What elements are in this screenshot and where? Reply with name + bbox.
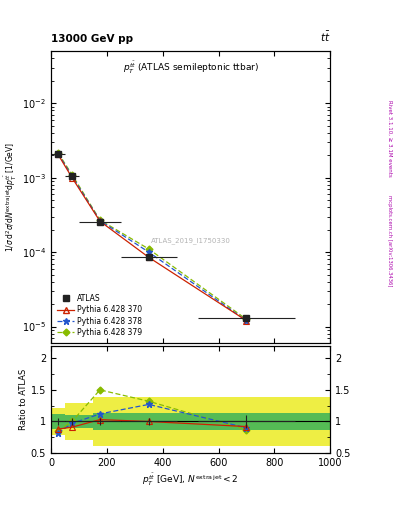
Legend: ATLAS, Pythia 6.428 370, Pythia 6.428 378, Pythia 6.428 379: ATLAS, Pythia 6.428 370, Pythia 6.428 37… — [55, 292, 145, 339]
Text: $p_T^{t\bar{t}}$ (ATLAS semileptonic ttbar): $p_T^{t\bar{t}}$ (ATLAS semileptonic ttb… — [123, 60, 259, 76]
Pythia 6.428 370 — [147, 254, 151, 261]
Pythia 6.428 370 — [244, 317, 249, 324]
Pythia 6.428 379 — [244, 316, 249, 323]
Pythia 6.428 379 — [97, 217, 102, 223]
Line: Pythia 6.428 370: Pythia 6.428 370 — [55, 152, 249, 324]
Line: Pythia 6.428 379: Pythia 6.428 379 — [56, 151, 249, 322]
Y-axis label: $1/\sigma\,\mathrm{d}^2\sigma/\mathrm{d}N^{\mathrm{extra\,jet}}\mathrm{d}p_T^{t\: $1/\sigma\,\mathrm{d}^2\sigma/\mathrm{d}… — [3, 142, 19, 252]
Pythia 6.428 379 — [56, 150, 61, 156]
Pythia 6.428 378 — [244, 317, 249, 324]
Pythia 6.428 379 — [70, 172, 74, 178]
Text: 13000 GeV pp: 13000 GeV pp — [51, 34, 133, 44]
Pythia 6.428 370 — [97, 218, 102, 224]
Y-axis label: Ratio to ATLAS: Ratio to ATLAS — [19, 369, 28, 430]
Text: $t\bar{t}$: $t\bar{t}$ — [320, 30, 330, 44]
X-axis label: $p_T^{t\bar{t}}$ [GeV], $N^{\mathrm{extra\,jet}} < 2$: $p_T^{t\bar{t}}$ [GeV], $N^{\mathrm{extr… — [142, 472, 239, 488]
Text: Rivet 3.1.10, ≥ 3.1M events: Rivet 3.1.10, ≥ 3.1M events — [387, 100, 392, 177]
Pythia 6.428 378 — [56, 151, 61, 157]
Text: mcplots.cern.ch [arXiv:1306.3436]: mcplots.cern.ch [arXiv:1306.3436] — [387, 195, 392, 286]
Pythia 6.428 378 — [147, 249, 151, 255]
Pythia 6.428 379 — [147, 246, 151, 252]
Pythia 6.428 378 — [70, 173, 74, 179]
Pythia 6.428 370 — [56, 152, 61, 158]
Pythia 6.428 370 — [70, 175, 74, 181]
Line: Pythia 6.428 378: Pythia 6.428 378 — [55, 150, 250, 324]
Text: ATLAS_2019_I1750330: ATLAS_2019_I1750330 — [151, 238, 231, 244]
Pythia 6.428 378 — [97, 218, 102, 224]
